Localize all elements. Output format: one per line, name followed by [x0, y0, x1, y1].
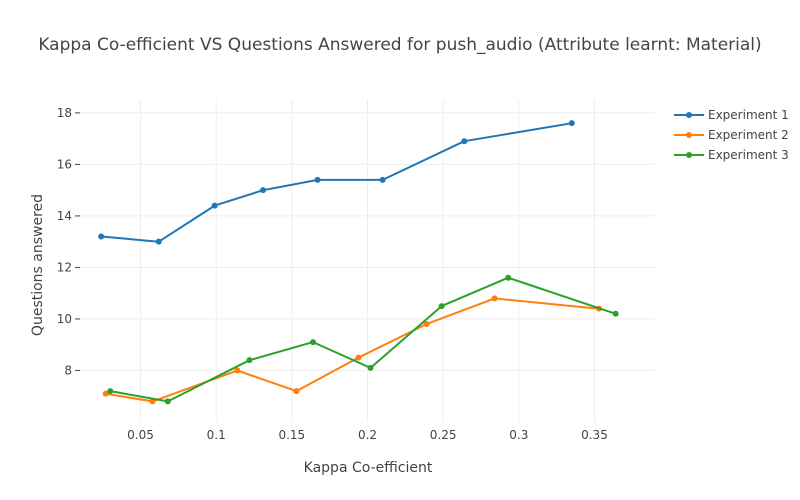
data-point[interactable]	[293, 388, 300, 395]
legend-item[interactable]: Experiment 3	[674, 148, 789, 162]
chart-title: Kappa Co-efficient VS Questions Answered…	[38, 35, 761, 55]
data-point[interactable]	[260, 187, 267, 194]
data-point[interactable]	[568, 120, 575, 127]
axes: 0.05 0.1 0.15 0.2 0.25 0.3 0.35 8 10 12 14 16 18	[57, 106, 608, 442]
legend-point-marker	[686, 132, 692, 138]
data-point[interactable]	[355, 354, 362, 361]
y-tick-label: 10	[57, 312, 72, 326]
gridlines	[80, 100, 655, 422]
legend-point-marker	[686, 112, 692, 118]
data-point[interactable]	[461, 138, 468, 145]
data-point[interactable]	[423, 321, 430, 328]
y-tick-label: 14	[57, 209, 72, 223]
legend-label: Experiment 3	[708, 148, 789, 162]
legend[interactable]: Experiment 1 Experiment 2 Experiment 3	[674, 108, 789, 162]
data-point[interactable]	[107, 388, 114, 395]
y-tick-label: 8	[64, 363, 72, 377]
legend-item[interactable]: Experiment 2	[674, 128, 789, 142]
x-tick-label: 0.2	[358, 428, 377, 442]
legend-label: Experiment 1	[708, 108, 789, 122]
series-line[interactable]	[110, 276, 617, 403]
legend-item[interactable]: Experiment 1	[674, 108, 789, 122]
data-point[interactable]	[310, 339, 317, 346]
y-tick-label: 16	[57, 157, 72, 171]
data-point[interactable]	[505, 274, 512, 281]
x-tick-label: 0.15	[278, 428, 305, 442]
data-point[interactable]	[612, 310, 619, 317]
data-point[interactable]	[102, 390, 109, 397]
data-point[interactable]	[164, 398, 171, 405]
data-point[interactable]	[155, 238, 162, 245]
x-tick-label: 0.05	[127, 428, 154, 442]
series-line[interactable]	[105, 297, 600, 403]
x-tick-label: 0.1	[207, 428, 226, 442]
data-point[interactable]	[98, 233, 105, 240]
data-point[interactable]	[379, 176, 386, 183]
y-tick-label: 12	[57, 260, 72, 274]
x-tick-label: 0.25	[430, 428, 457, 442]
data-series	[98, 120, 619, 405]
series-1[interactable]	[98, 120, 575, 245]
series-3[interactable]	[107, 274, 619, 405]
data-point[interactable]	[234, 367, 241, 374]
x-tick-label: 0.3	[509, 428, 528, 442]
data-point[interactable]	[438, 303, 445, 310]
x-tick-label: 0.35	[581, 428, 608, 442]
legend-label: Experiment 2	[708, 128, 789, 142]
x-axis-title: Kappa Co-efficient	[304, 460, 433, 476]
legend-point-marker	[686, 152, 692, 158]
data-point[interactable]	[491, 295, 498, 302]
series-2[interactable]	[102, 295, 603, 405]
data-point[interactable]	[314, 176, 321, 183]
y-tick-label: 18	[57, 106, 72, 120]
data-point[interactable]	[367, 364, 374, 371]
series-line[interactable]	[101, 122, 572, 243]
y-axis-title: Questions answered	[30, 194, 46, 336]
data-point[interactable]	[211, 202, 218, 209]
data-point[interactable]	[246, 357, 253, 364]
